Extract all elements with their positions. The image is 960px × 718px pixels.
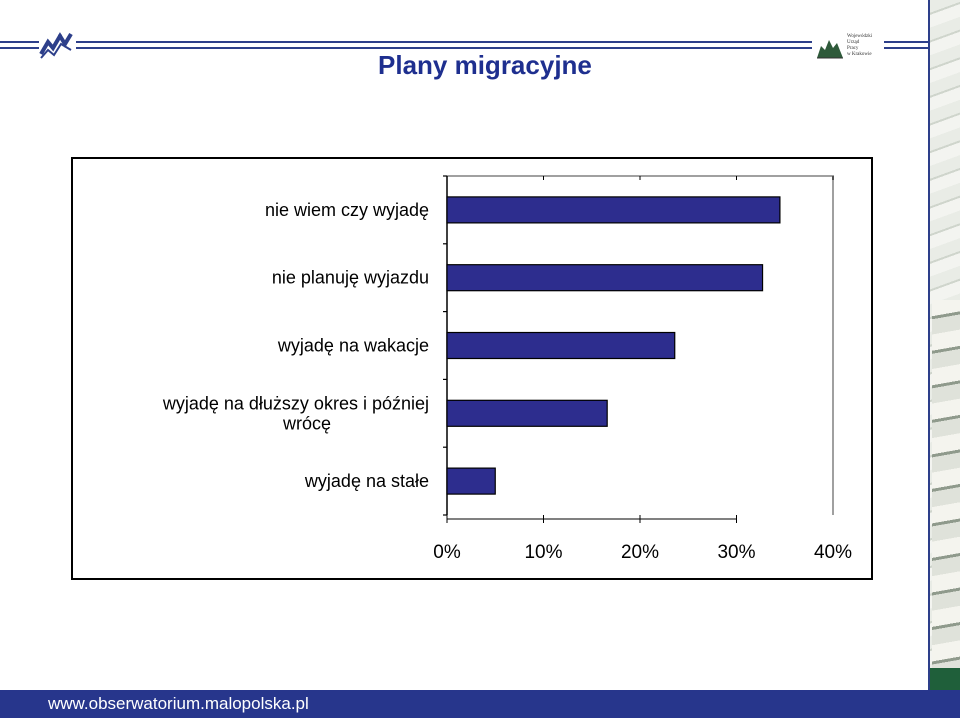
bar [446,399,608,427]
bar [446,331,676,360]
bar [446,196,781,224]
wup-logo-text: Wojewódzki Urząd Pracy w Krakowie [847,34,873,57]
header-line-left-bottom [0,47,40,49]
header-line-mid-top [76,41,812,43]
category-label-line: wyjadę na wakacje [277,336,429,356]
x-tick-label: 0% [433,542,461,563]
footer-bar: www.obserwatorium.malopolska.pl [0,690,960,718]
footer-url-link[interactable]: www.obserwatorium.malopolska.pl [48,694,309,713]
category-label: wyjadę na wakacje [277,336,429,356]
x-tick-label: 20% [621,542,659,563]
observatory-logo-icon [38,30,74,60]
category-label: wyjadę na stałe [304,471,429,491]
header-line-mid-bottom [76,47,812,49]
category-label: nie wiem czy wyjadę [265,200,429,220]
category-label-line: wrócę [282,413,331,433]
x-tick-label: 30% [717,542,755,563]
category-label-line: wyjadę na stałe [304,471,429,491]
bar [446,467,496,495]
chart-frame: 0% 10% 20% 30% 40% nie wiem czy wyjadę nie pla… [71,157,873,580]
category-label-line: nie wiem czy wyjadę [265,200,429,220]
header-line-left-top [0,41,40,43]
category-label: nie planuję wyjazdu [272,268,429,288]
decorative-keyboard-strip [928,0,960,690]
category-label: wyjadę na dłuższy okres i później wrócę [162,393,429,433]
x-tick-label: 40% [814,542,852,563]
header-line-right-bottom [884,47,928,49]
wup-krakow-logo: Wojewódzki Urząd Pracy w Krakowie [815,34,881,62]
header-line-right-top [884,41,928,43]
decorative-green-block [930,668,960,690]
bar-chart: 0% 10% 20% 30% 40% nie wiem czy wyjadę nie pla… [162,175,852,563]
page-title: Plany migracyjne [378,50,592,80]
category-label-line: wyjadę na dłuższy okres i później [162,393,429,413]
wup-emblem-icon [815,34,845,60]
bar [446,264,764,292]
keyboard-image [932,300,960,680]
x-tick-label: 10% [524,542,562,563]
category-label-line: nie planuję wyjazdu [272,268,429,288]
